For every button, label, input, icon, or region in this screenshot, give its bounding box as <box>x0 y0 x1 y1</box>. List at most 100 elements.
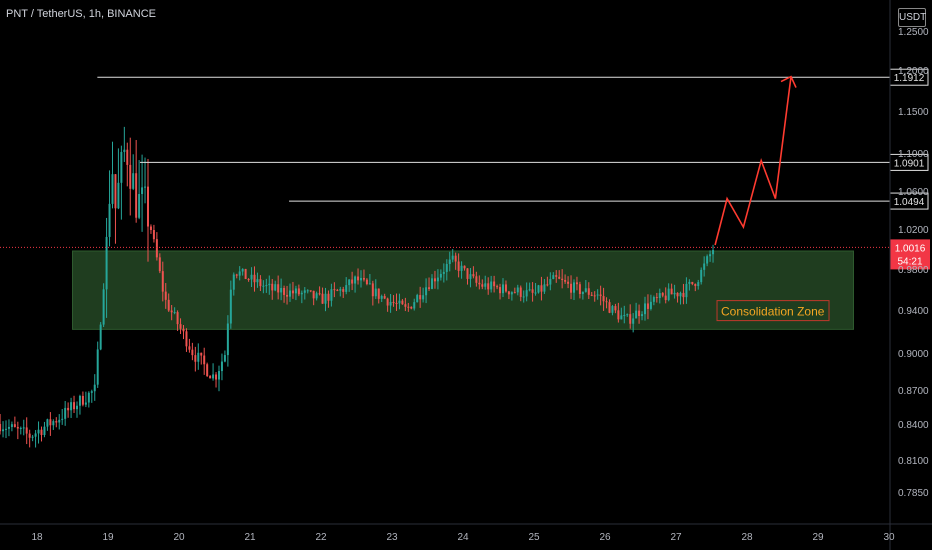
candle-body <box>709 254 712 257</box>
candle-body <box>67 407 70 411</box>
candle-body <box>73 402 76 410</box>
key-level-label: 1.1912 <box>894 73 925 84</box>
candle-body <box>46 419 49 427</box>
candle-body <box>13 424 16 427</box>
candle-body <box>638 310 641 317</box>
candle-body <box>271 283 274 291</box>
candle-body <box>288 290 291 297</box>
candle-body <box>164 291 167 300</box>
candle-body <box>206 364 209 377</box>
candle-body <box>84 402 87 405</box>
candle-body <box>158 257 161 272</box>
candle-body <box>49 419 52 426</box>
candle-body <box>667 288 670 301</box>
candle-body <box>501 284 504 294</box>
candle-body <box>676 292 679 297</box>
candle-body <box>652 297 655 302</box>
candle-body <box>336 289 339 291</box>
candle-body <box>345 285 348 292</box>
candle-body <box>534 292 537 294</box>
candle-body <box>712 250 715 255</box>
current-price-box <box>890 239 930 270</box>
candle-body <box>300 292 303 295</box>
candle-body <box>297 288 300 295</box>
candle-body <box>561 278 564 281</box>
candle-body <box>238 271 241 276</box>
candle-body <box>596 294 599 296</box>
candle-body <box>327 293 330 301</box>
currency-selector[interactable]: USDT <box>898 8 926 27</box>
candle-body <box>481 284 484 287</box>
candle-body <box>487 283 490 290</box>
candle-body <box>40 429 43 436</box>
x-tick-label: 24 <box>457 532 469 543</box>
y-tick-label: 0.9800 <box>898 265 929 276</box>
candle-body <box>496 286 499 288</box>
candle-body <box>685 283 688 298</box>
candle-body <box>223 355 226 362</box>
candle-body <box>117 182 120 209</box>
candle-body <box>217 371 220 380</box>
candle-body <box>212 374 215 379</box>
candle-body <box>614 306 617 311</box>
candle-body <box>280 287 283 293</box>
candle-body <box>425 287 428 296</box>
candle-body <box>93 384 96 392</box>
candle-body <box>81 395 84 405</box>
candle-body <box>664 295 667 301</box>
candle-body <box>25 427 28 434</box>
x-tick-label: 27 <box>670 532 682 543</box>
candle-body <box>620 315 623 320</box>
candle-body <box>99 324 102 350</box>
candle-body <box>454 255 457 262</box>
candlestick-series <box>0 126 715 448</box>
candle-body <box>522 296 525 298</box>
candle-body <box>342 289 345 292</box>
candle-body <box>70 402 73 411</box>
candle-body <box>546 284 549 286</box>
x-tick-label: 26 <box>599 532 611 543</box>
y-tick-label: 0.9400 <box>898 306 929 317</box>
candle-body <box>149 226 152 231</box>
candle-body <box>578 284 581 295</box>
candle-body <box>658 293 661 299</box>
candle-body <box>7 426 10 429</box>
candle-body <box>0 424 2 432</box>
candle-body <box>55 421 58 423</box>
candle-body <box>510 292 513 295</box>
candle-body <box>428 287 431 289</box>
candle-body <box>31 436 34 438</box>
candle-body <box>593 295 596 297</box>
candle-body <box>368 283 371 285</box>
candle-body <box>519 287 522 297</box>
key-level-label: 1.0901 <box>894 158 925 169</box>
candle-body <box>75 405 78 410</box>
candle-body <box>250 274 253 280</box>
candle-body <box>96 349 99 385</box>
candle-body <box>247 279 250 281</box>
y-tick-label: 0.9000 <box>898 349 929 360</box>
candle-body <box>700 269 703 283</box>
candle-body <box>392 301 395 304</box>
candle-body <box>371 283 374 297</box>
candle-body <box>537 285 540 293</box>
candle-body <box>339 289 342 291</box>
candle-body <box>655 297 658 299</box>
candle-body <box>182 328 185 332</box>
x-tick-label: 19 <box>102 532 114 543</box>
candle-body <box>623 315 626 317</box>
candle-body <box>410 306 413 309</box>
candle-body <box>404 304 407 307</box>
candle-body <box>543 284 546 292</box>
candle-body <box>445 264 448 272</box>
candle-body <box>706 256 709 264</box>
zone-label-box <box>716 300 830 322</box>
y-tick-label: 1.0200 <box>898 225 929 236</box>
candle-body <box>605 301 608 303</box>
x-tick-label: 23 <box>386 532 398 543</box>
candle-body <box>354 276 357 284</box>
candle-body <box>161 271 164 292</box>
candle-body <box>215 374 218 380</box>
candle-body <box>226 323 229 356</box>
